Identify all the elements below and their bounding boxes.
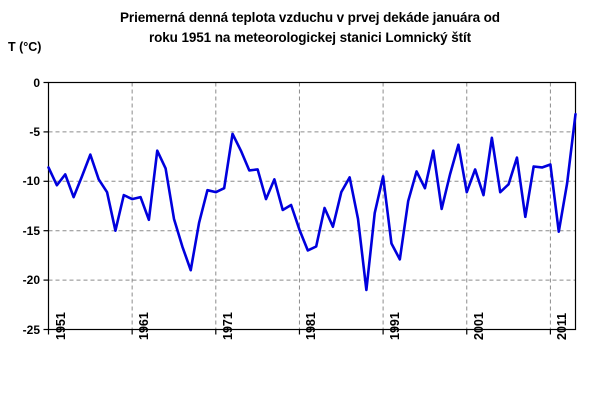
chart-title-line-2: roku 1951 na meteorologickej stanici Lom… (148, 30, 472, 45)
gridlines (48, 82, 576, 330)
y-tick-label: -25 (22, 322, 40, 337)
y-tick-label: -5 (29, 124, 40, 139)
x-tick-label: 2001 (471, 311, 486, 340)
y-tick-label: -20 (22, 273, 40, 288)
temperature-series-line (47, 112, 577, 292)
x-tick-label: 1981 (304, 311, 319, 340)
chart-title-line-1: Priemerná denná teplota vzduchu v prvej … (120, 10, 500, 25)
x-tick-label: 1951 (53, 311, 68, 340)
x-tick-label: 1961 (137, 311, 152, 340)
x-tick-label: 1991 (388, 311, 403, 340)
plot-frame (47, 81, 577, 331)
y-axis-title: T (°C) (8, 40, 42, 54)
y-tick-label: -15 (22, 223, 40, 238)
x-tick-label: 1971 (220, 311, 235, 340)
y-tick-label: 0 (33, 75, 40, 90)
x-tick-label: 2011 (555, 312, 570, 340)
chart-title: Priemerná denná teplota vzduchu v prvej … (60, 8, 560, 48)
axis-ticks (43, 81, 552, 335)
y-tick-label: -10 (22, 174, 40, 189)
